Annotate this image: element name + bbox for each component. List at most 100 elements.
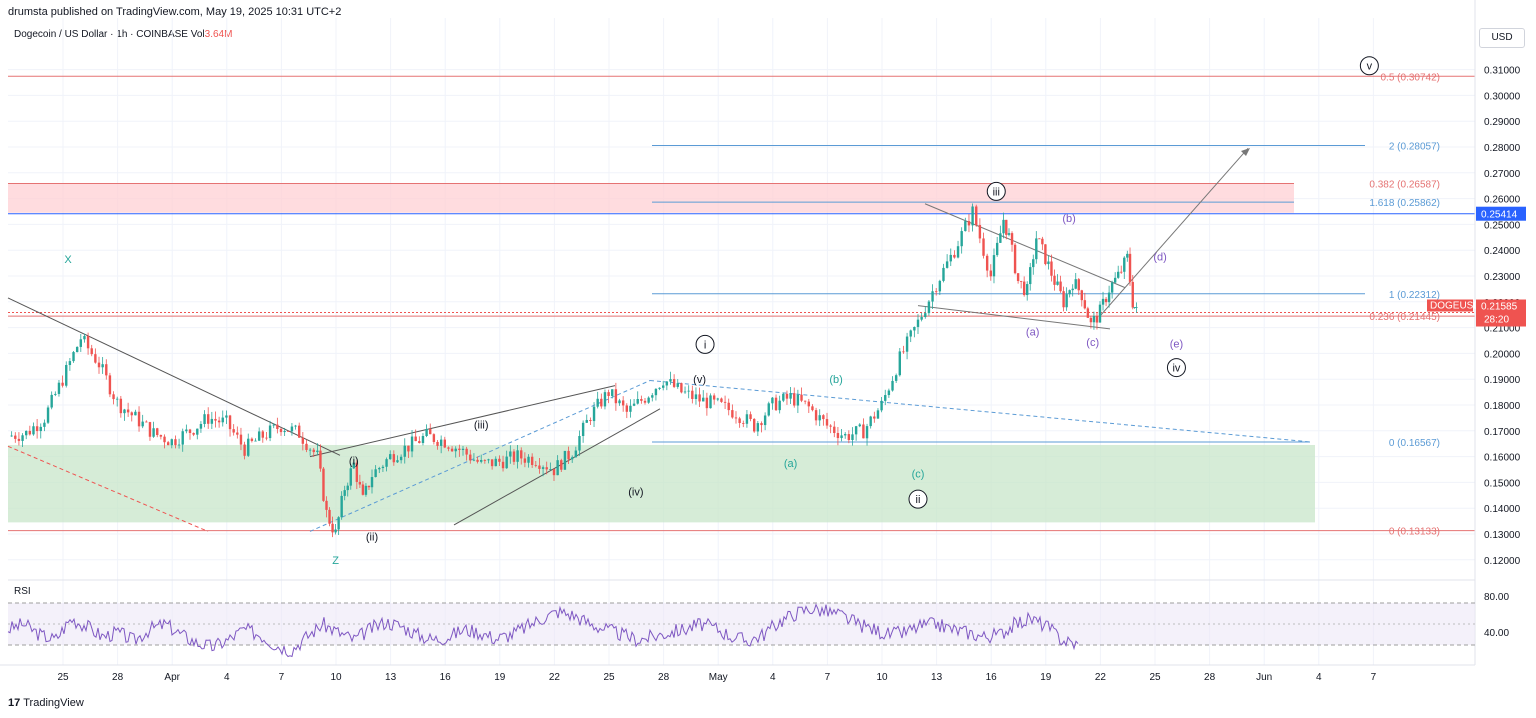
y-tick-label: 0.18000 — [1484, 401, 1521, 412]
wave-circle — [1166, 358, 1186, 378]
candle-body — [196, 428, 199, 435]
candle-body — [236, 432, 239, 435]
candle-body — [680, 383, 683, 393]
candle-body — [716, 398, 719, 400]
publish-info: drumsta published on TradingView.com, Ma… — [8, 6, 342, 18]
candle-body — [225, 415, 228, 418]
candle-body — [159, 435, 163, 437]
candle-body — [945, 261, 949, 268]
wave-circle — [1359, 56, 1379, 76]
candle-body — [370, 477, 374, 488]
candle-body — [807, 401, 810, 407]
price-tag: 0.25414 — [1481, 210, 1518, 221]
candle-body — [75, 346, 79, 353]
candle-body — [1029, 267, 1032, 285]
candle-body — [1089, 317, 1093, 323]
wave-label: iv — [1172, 363, 1180, 375]
candle-body — [789, 393, 792, 399]
candle-body — [603, 392, 607, 407]
candle-body — [1126, 253, 1129, 258]
candle-body — [738, 418, 741, 424]
candle-body — [985, 255, 989, 271]
candle-body — [662, 385, 665, 388]
y-tick-label: 0.23000 — [1484, 272, 1521, 283]
candle-body — [97, 362, 101, 368]
wave-label: (e) — [1170, 339, 1183, 351]
candle-body — [334, 529, 337, 533]
fib-level-label: 0.236 (0.21445) — [1369, 312, 1440, 323]
candle-body — [931, 291, 934, 302]
candle-body — [425, 429, 428, 437]
y-tick-label: 0.12000 — [1484, 556, 1521, 567]
currency-button[interactable]: USD — [1479, 28, 1525, 48]
fib-level-label: 2 (0.28057) — [1389, 142, 1440, 153]
candle-body — [123, 409, 126, 414]
candle-body — [265, 437, 268, 439]
candle-body — [647, 397, 650, 403]
wave-circle — [986, 181, 1006, 201]
candle-body — [541, 467, 545, 469]
candle-body — [847, 434, 851, 441]
y-tick-label: 0.26000 — [1484, 195, 1521, 206]
candle-body — [971, 206, 974, 226]
candle-body — [418, 441, 421, 444]
candle-body — [199, 423, 203, 429]
candle-body — [337, 517, 340, 530]
candle-body — [450, 448, 454, 452]
candle-body — [378, 468, 381, 470]
x-tick-label: 22 — [1095, 672, 1107, 683]
y-tick-label: 0.20000 — [1484, 349, 1521, 360]
candle-body — [325, 500, 328, 510]
y-tick-label: 0.14000 — [1484, 504, 1521, 515]
candle-body — [1071, 288, 1074, 291]
candle-body — [753, 418, 756, 432]
x-tick-label: 7 — [1371, 672, 1377, 683]
candle-body — [1059, 281, 1062, 292]
candle-body — [1032, 259, 1035, 268]
candle-body — [10, 435, 13, 437]
candle-body — [490, 459, 494, 467]
candle-body — [305, 443, 308, 450]
candle-body — [352, 462, 355, 469]
candle-body — [683, 391, 687, 393]
candle-body — [1056, 281, 1059, 285]
candle-body — [148, 422, 152, 437]
wave-label: (a) — [1026, 326, 1039, 338]
candle-body — [509, 451, 512, 457]
wave-circle — [695, 334, 715, 354]
x-tick-label: 10 — [330, 672, 342, 683]
candle-body — [887, 390, 891, 396]
candle-body — [1038, 238, 1041, 240]
candle-body — [538, 465, 541, 469]
candle-body — [210, 418, 214, 424]
candle-body — [32, 426, 35, 435]
candle-body — [709, 395, 712, 409]
candle-body — [217, 420, 221, 423]
candle-body — [894, 375, 898, 381]
candle-body — [869, 416, 872, 427]
vol-label: Vol — [190, 29, 205, 40]
candle-body — [221, 417, 224, 423]
candle-body — [563, 450, 567, 470]
candle-body — [170, 439, 173, 446]
candle-body — [800, 394, 803, 401]
candle-body — [364, 485, 368, 495]
candle-body — [814, 410, 818, 421]
candle-body — [552, 469, 556, 476]
wave-label: v — [1367, 61, 1373, 73]
candle-body — [1080, 290, 1083, 301]
candle-body — [669, 379, 672, 382]
candle-body — [607, 392, 610, 396]
candle-body — [163, 436, 166, 443]
candle-body — [207, 414, 210, 424]
y-tick-label: 0.24000 — [1484, 246, 1521, 257]
candle-body — [960, 231, 963, 247]
wave-label: (ii) — [366, 532, 378, 544]
candle-body — [1047, 261, 1050, 265]
candle-body — [920, 317, 923, 320]
candle-body — [105, 364, 108, 376]
candle-body — [279, 428, 283, 433]
candle-body — [1077, 279, 1080, 291]
candle-body — [465, 448, 468, 455]
